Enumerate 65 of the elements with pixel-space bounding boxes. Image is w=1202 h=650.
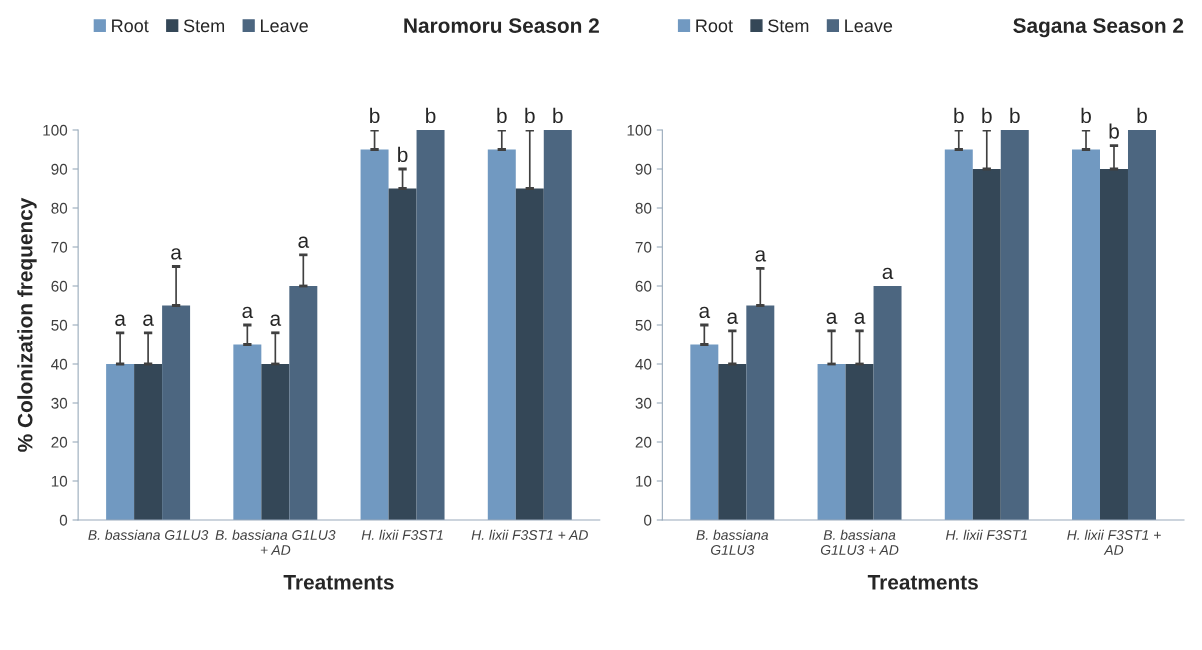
x-tick-label: B. bassiana G1LU3 (696, 529, 769, 555)
x-tick-label: B. bassiana G1LU3 (88, 529, 209, 540)
data-label: b (1109, 123, 1119, 139)
data-label: b (982, 107, 992, 124)
data-label: b (370, 107, 380, 124)
data-label: a (115, 314, 126, 326)
y-tick-label: 30 (635, 397, 652, 409)
data-label: a (826, 312, 838, 324)
x-tick-label: H. lixii F3ST1 (361, 529, 443, 540)
legend-label: Root (112, 19, 149, 33)
y-tick-label: 40 (635, 358, 652, 370)
y-tick-label: 40 (51, 358, 68, 370)
y-tick-label: 10 (51, 475, 68, 487)
y-tick-label: 60 (51, 280, 68, 292)
data-label: b (1010, 107, 1020, 124)
data-label: a (242, 306, 254, 319)
x-tick-label: B. bassiana G1LU3 + AD (215, 529, 336, 555)
data-label: a (882, 267, 894, 280)
data-label: b (1137, 107, 1147, 124)
y-tick-label: 70 (635, 241, 652, 253)
data-label: b (426, 107, 436, 124)
x-axis-title: Treatments (283, 575, 394, 590)
y-tick-label: 90 (635, 163, 652, 175)
data-label: a (699, 306, 711, 319)
data-label: a (727, 312, 739, 324)
data-label: a (755, 250, 767, 262)
chart-title: Naromoru Season 2 (404, 18, 599, 33)
x-tick-label: H. lixii F3ST1 (945, 529, 1027, 540)
y-tick-label: 80 (635, 202, 652, 214)
y-tick-label: 30 (51, 397, 68, 409)
data-label: b (1081, 107, 1091, 124)
legend-label: Stem (183, 19, 225, 33)
legend-label: Leave (845, 19, 893, 33)
y-tick-label: 80 (51, 202, 68, 214)
data-label: b (553, 107, 563, 124)
data-label: a (171, 248, 182, 260)
data-label: b (954, 107, 964, 124)
y-axis-title: % Colonization frequency (17, 197, 37, 452)
chart-title: Sagana Season 2 (1013, 18, 1184, 38)
y-tick-label: 20 (51, 436, 68, 448)
y-tick-label: 50 (51, 319, 68, 331)
data-label: a (270, 314, 282, 326)
data-label: b (398, 146, 408, 163)
y-tick-label: 0 (644, 514, 652, 526)
data-label: a (298, 236, 310, 248)
legend-label: Stem (768, 19, 809, 33)
data-label: b (525, 107, 535, 124)
x-tick-label: H. lixii F3ST1 + AD (471, 529, 588, 540)
y-tick-label: 90 (51, 163, 68, 175)
data-label: a (854, 312, 866, 324)
y-tick-label: 10 (636, 475, 652, 487)
y-tick-label: 70 (51, 241, 68, 253)
x-axis-title: Treatments (867, 575, 978, 590)
legend-label: Root (696, 19, 733, 33)
y-tick-label: 100 (627, 124, 652, 136)
x-tick-label: H. lixii F3ST1 + AD (1067, 529, 1161, 555)
y-tick-label: 60 (635, 280, 652, 292)
data-label: a (143, 314, 154, 326)
y-tick-label: 100 (43, 124, 68, 136)
data-label: b (497, 107, 507, 124)
legend-label: Leave (261, 19, 308, 33)
y-tick-label: 0 (59, 514, 68, 526)
y-tick-label: 50 (635, 319, 652, 331)
x-tick-label: B. bassiana G1LU3 + AD (820, 529, 899, 555)
y-tick-label: 20 (635, 436, 652, 448)
